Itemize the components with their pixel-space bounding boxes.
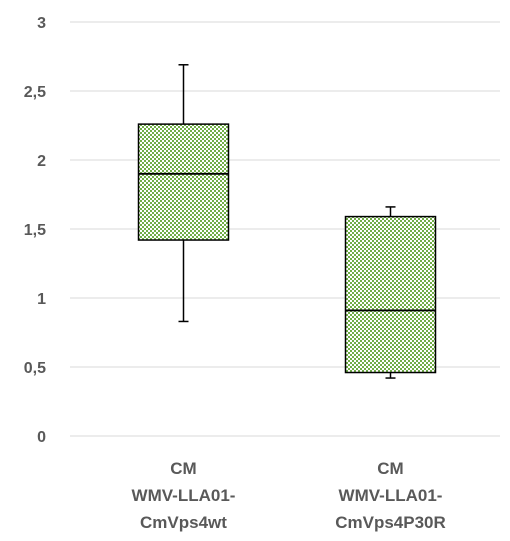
y-axis-tick-labels: 0 0,5 1 1,5 2 2,5 3 [24, 15, 46, 446]
x-category-label-line: CM [377, 459, 403, 478]
x-axis-category-labels: CM WMV-LLA01- CmVps4wt CM WMV-LLA01- CmVps4P3… [132, 459, 446, 532]
interquartile-box [137, 123, 230, 241]
box-plot-2 [344, 206, 437, 379]
y-tick-label: 1 [37, 291, 46, 308]
y-tick-label: 1,5 [24, 222, 46, 239]
y-tick-label: 3 [37, 15, 46, 32]
x-category-label-line: CmVps4P30R [335, 513, 446, 532]
x-category-label-line: CmVps4wt [140, 513, 227, 532]
y-tick-label: 0,5 [24, 360, 46, 377]
interquartile-box [344, 215, 437, 374]
y-tick-label: 2,5 [24, 84, 46, 101]
box-plot-1 [137, 64, 230, 323]
box-plots [137, 64, 437, 379]
y-tick-label: 2 [37, 153, 46, 170]
x-category-label-line: WMV-LLA01- [339, 486, 443, 505]
y-tick-label: 0 [37, 429, 46, 446]
x-category-label-line: CM [170, 459, 196, 478]
x-category-label-line: WMV-LLA01- [132, 486, 236, 505]
